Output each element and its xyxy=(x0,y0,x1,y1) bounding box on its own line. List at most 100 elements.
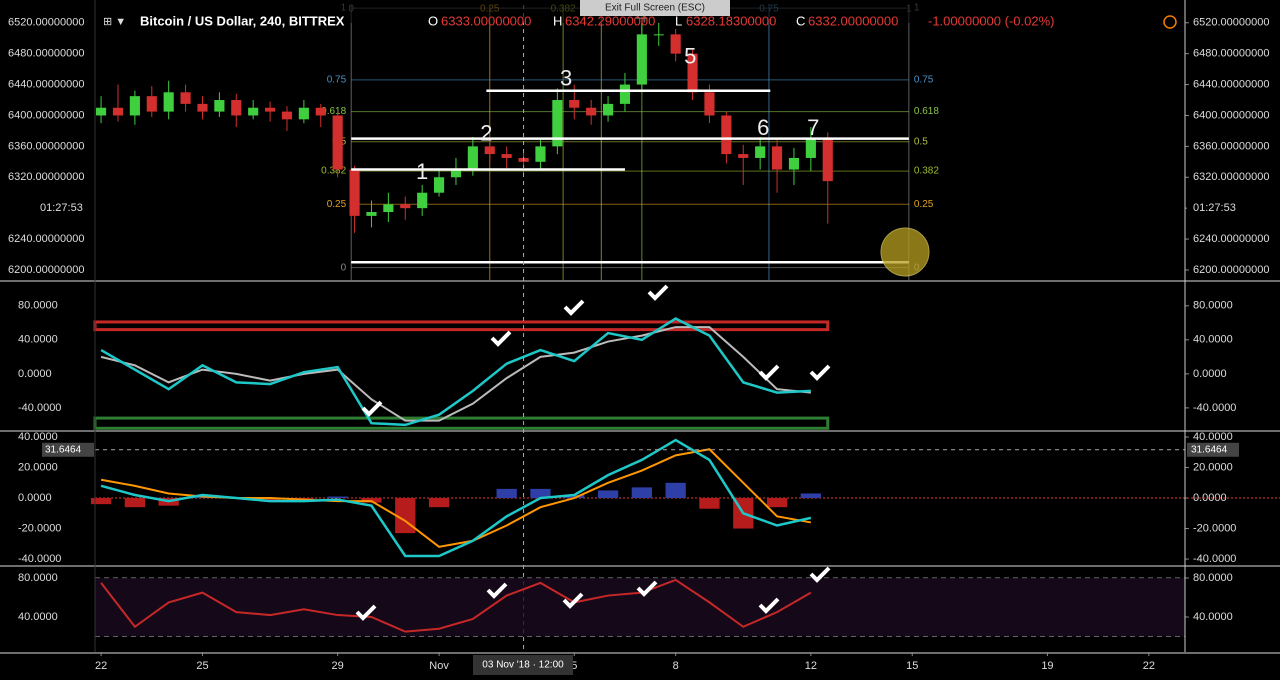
histogram-bar xyxy=(564,494,585,499)
candle-body xyxy=(721,115,732,155)
series-line xyxy=(100,317,811,427)
histogram-bar xyxy=(665,482,686,499)
y-tick-label-left: 6520.00000000 xyxy=(8,17,84,29)
y-tick-label-left: 6480.00000000 xyxy=(8,48,84,60)
candle-body xyxy=(822,138,833,182)
y-tick-label: -20.0000 xyxy=(1193,522,1236,534)
low-value: 6328.18300000 xyxy=(686,13,776,28)
y-tick-label-left: 20.0000 xyxy=(18,461,58,473)
x-tick-label: 19 xyxy=(1041,660,1053,672)
crosshair-value-bg xyxy=(42,442,94,457)
x-tick-label: 22 xyxy=(1143,660,1155,672)
histogram-bar xyxy=(699,498,720,509)
candle-body xyxy=(619,84,631,104)
y-tick-label: 40.0000 xyxy=(1193,431,1233,443)
crosshair-value: 31.6464 xyxy=(1191,444,1228,455)
x-tick-label: 29 xyxy=(332,660,344,672)
y-tick-label-left: 6440.00000000 xyxy=(8,78,84,90)
y-tick-label-left: 6240.00000000 xyxy=(8,233,84,245)
y-tick-label: 6320.00000000 xyxy=(1193,171,1269,183)
histogram-bar xyxy=(766,498,788,508)
candle-body xyxy=(315,107,326,116)
y-tick-label-left: 40.0000 xyxy=(18,431,58,443)
high-value: 6342.29000000 xyxy=(565,13,655,28)
x-tick-label: 8 xyxy=(673,660,679,672)
x-tick-label: 5 xyxy=(571,660,577,672)
time-label-left: 01:27:53 xyxy=(40,202,83,214)
histogram-bar xyxy=(597,490,619,499)
open-value: 6333.00000000 xyxy=(441,13,531,28)
candle-body xyxy=(214,100,225,112)
close-label: C xyxy=(796,13,805,28)
y-tick-label-left: 6360.00000000 xyxy=(8,140,84,152)
crosshair-value: 31.6464 xyxy=(45,444,82,455)
histogram-bar xyxy=(530,488,551,499)
candle-body xyxy=(265,107,276,112)
y-tick-label: -40.0000 xyxy=(1193,402,1236,414)
crosshair-date-bg xyxy=(473,655,573,675)
candle-body xyxy=(163,92,174,112)
candle-body xyxy=(738,154,749,158)
exit-fullscreen[interactable] xyxy=(580,0,730,16)
alert-icon[interactable] xyxy=(1163,15,1177,29)
histogram-bar xyxy=(259,498,281,502)
histogram-bar xyxy=(327,496,348,499)
chart-title: Bitcoin / US Dollar, 240, BITTREX xyxy=(140,13,345,28)
y-tick-label-left: 0.0000 xyxy=(18,368,52,380)
y-tick-label-left: 6320.00000000 xyxy=(8,171,84,183)
wave-label: 7 xyxy=(807,115,819,140)
candle-body xyxy=(450,169,462,178)
candle-body xyxy=(653,34,664,36)
fib-label-left: 0.618 xyxy=(321,106,346,117)
candle-body xyxy=(281,111,293,120)
y-tick-label-left: 40.0000 xyxy=(18,334,58,346)
candle-body xyxy=(366,212,377,216)
high-label: H xyxy=(553,13,562,28)
candle-body xyxy=(687,53,698,93)
candle-body xyxy=(129,96,140,116)
y-tick-label: 6240.00000000 xyxy=(1193,233,1269,245)
y-tick-label-left: -40.0000 xyxy=(18,553,61,565)
time-label-bg xyxy=(1187,200,1280,217)
wave-label: 1 xyxy=(416,159,428,184)
candle-body xyxy=(400,204,411,209)
fib-label-left: 0 xyxy=(341,262,347,273)
band xyxy=(93,320,830,332)
candle-body xyxy=(569,100,580,108)
fib-label-right: 0.5 xyxy=(914,136,928,147)
candle-body xyxy=(248,107,259,116)
open-label: O xyxy=(428,13,438,28)
candle-body xyxy=(805,138,816,158)
y-tick-label-left: 80.0000 xyxy=(18,572,58,584)
x-tick-label: 25 xyxy=(196,660,208,672)
y-tick-label: 6400.00000000 xyxy=(1193,109,1269,121)
y-tick-label-left: 40.0000 xyxy=(18,611,58,623)
x-tick-label: Nov xyxy=(429,660,449,672)
exit-fullscreen-label[interactable]: Exit Full Screen (ESC) xyxy=(605,3,705,14)
candle-body xyxy=(704,92,715,116)
candle-body xyxy=(298,107,309,120)
y-tick-label: -40.0000 xyxy=(1193,553,1236,565)
candle-body xyxy=(467,146,478,170)
histogram-bar xyxy=(800,493,821,499)
candle-body xyxy=(771,146,783,170)
time-label-right: 01:27:53 xyxy=(1193,202,1236,214)
histogram-bar xyxy=(395,498,416,534)
x-tick-label: 22 xyxy=(95,660,107,672)
candle-body xyxy=(670,34,681,54)
highlight-circle xyxy=(880,227,930,277)
histogram-bar xyxy=(90,498,112,505)
checkmarks xyxy=(355,284,831,620)
fib-label-right: 0.618 xyxy=(914,106,939,117)
band xyxy=(93,416,830,430)
candle-body xyxy=(231,100,242,116)
y-tick-label: 0.0000 xyxy=(1193,492,1227,504)
y-tick-label: 40.0000 xyxy=(1193,611,1233,623)
y-tick-label-left: 0.0000 xyxy=(18,492,52,504)
fib-label-left: 0.75 xyxy=(327,75,347,86)
y-tick-label-left: -40.0000 xyxy=(18,402,61,414)
wave-label: 5 xyxy=(684,43,696,68)
